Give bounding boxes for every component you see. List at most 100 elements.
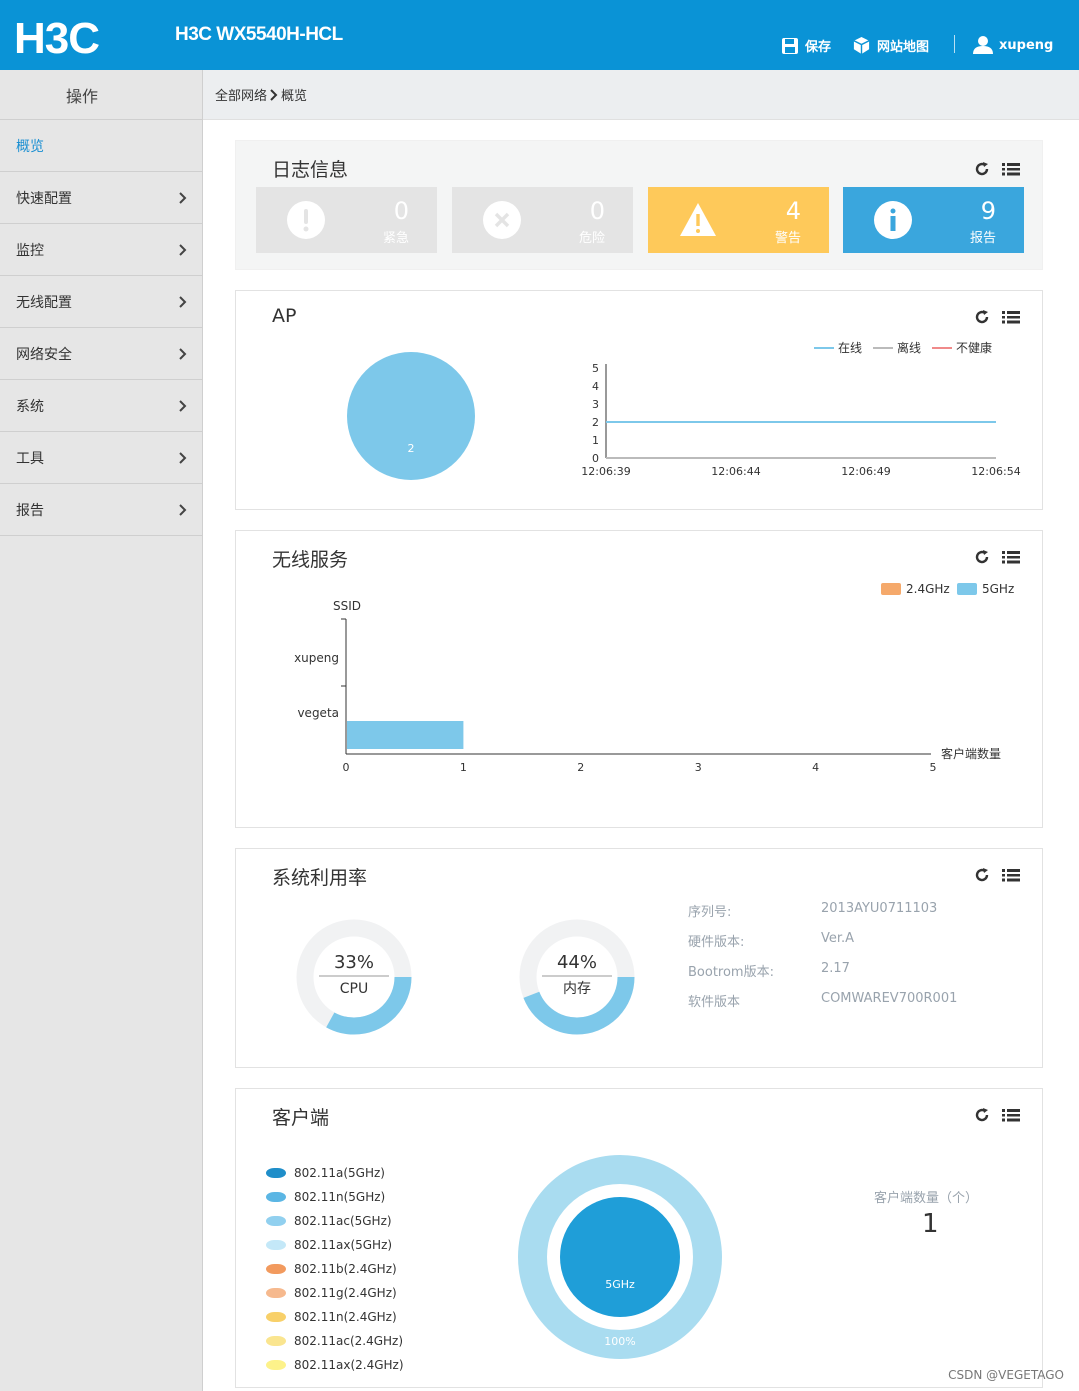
info-key: 软件版本 — [688, 995, 741, 1010]
client-legend-item[interactable]: 802.11b(2.4GHz) — [266, 1257, 404, 1281]
legend-label: 802.11ax(2.4GHz) — [294, 1358, 404, 1372]
refresh-icon[interactable] — [974, 161, 990, 177]
client-legend-item[interactable]: 802.11ac(5GHz) — [266, 1209, 404, 1233]
system-usage-panel: 系统利用率 33% CPU 44% 内存 序列号: 2013AYU0711103 硬件版… — [235, 848, 1043, 1068]
sitemap-button[interactable]: 网站地图 — [852, 36, 929, 55]
info-icon — [874, 201, 912, 239]
chevron-right-icon — [179, 503, 187, 516]
y-axis-label: SSID — [333, 599, 361, 613]
refresh-icon[interactable] — [974, 309, 990, 325]
refresh-icon[interactable] — [974, 549, 990, 565]
list-icon[interactable] — [1002, 310, 1020, 324]
legend-swatch — [266, 1168, 286, 1178]
sidebar-item[interactable]: 报告 — [0, 484, 202, 536]
ap-panel: AP 2 0 1 2 3 4 5 12:06:39 12:06:44 12:06:49 12:06… — [235, 290, 1043, 510]
refresh-icon[interactable] — [974, 867, 990, 883]
client-legend-item[interactable]: 802.11a(5GHz) — [266, 1161, 404, 1185]
refresh-icon[interactable] — [974, 1107, 990, 1123]
list-icon[interactable] — [1002, 1108, 1020, 1122]
legend-label: 802.11n(5GHz) — [294, 1190, 386, 1204]
sidebar-item[interactable]: 系统 — [0, 380, 202, 432]
exclamation-icon — [287, 201, 325, 239]
sidebar-item[interactable]: 快速配置 — [0, 172, 202, 224]
sidebar-item[interactable]: 监控 — [0, 224, 202, 276]
legend-swatch — [266, 1336, 286, 1346]
sidebar-item-label: 报告 — [16, 502, 44, 519]
log-card-危险[interactable]: 0 危险 — [452, 187, 633, 253]
sidebar-item[interactable]: 网络安全 — [0, 328, 202, 380]
ap-pie-chart: 2 — [347, 352, 475, 480]
save-icon — [782, 37, 798, 54]
client-count: 1 — [922, 1209, 939, 1239]
gauge-label: CPU — [340, 981, 368, 997]
x-tick-label: 5 — [930, 761, 937, 774]
x-tick-label: 12:06:49 — [841, 465, 890, 478]
client-legend-item[interactable]: 802.11ax(5GHz) — [266, 1233, 404, 1257]
client-legend-item[interactable]: 802.11n(5GHz) — [266, 1185, 404, 1209]
sidebar-item-label: 监控 — [16, 242, 44, 259]
legend-swatch — [266, 1312, 286, 1322]
bar-vegeta-5GHz — [347, 721, 464, 749]
gauge-percent: 33% — [334, 952, 374, 973]
log-panel-title: 日志信息 — [272, 159, 349, 181]
ap-panel-title: AP — [272, 305, 297, 327]
legend-swatch — [266, 1240, 286, 1250]
log-count: 9 — [980, 197, 996, 225]
info-row: 软件版本 COMWAREV700R001 — [688, 991, 957, 1021]
user-icon — [973, 36, 993, 54]
list-icon[interactable] — [1002, 868, 1020, 882]
memory-gauge: 44% 内存 — [519, 919, 635, 1035]
sidebar-item-label: 无线配置 — [16, 294, 72, 311]
legend-label: 2.4GHz — [906, 582, 950, 596]
client-legend-item[interactable]: 802.11ac(2.4GHz) — [266, 1329, 404, 1353]
legend-label: 802.11ac(5GHz) — [294, 1214, 392, 1228]
list-icon[interactable] — [1002, 550, 1020, 564]
log-card-紧急[interactable]: 0 紧急 — [256, 187, 437, 253]
sidebar-item[interactable]: 工具 — [0, 432, 202, 484]
y-tick-label: 3 — [592, 398, 599, 411]
svg-text:H3C: H3C — [14, 18, 99, 58]
sidebar-item[interactable]: 无线配置 — [0, 276, 202, 328]
pie-label: 2 — [408, 442, 415, 455]
panel-toolbar — [974, 1107, 1020, 1123]
client-legend-item[interactable]: 802.11g(2.4GHz) — [266, 1281, 404, 1305]
info-value: 2.17 — [821, 961, 850, 976]
gauge-percent: 44% — [557, 952, 597, 973]
save-label: 保存 — [805, 40, 832, 55]
list-icon[interactable] — [1002, 162, 1020, 176]
breadcrumb-parent[interactable]: 全部网络 — [215, 89, 268, 104]
legend-swatch — [957, 583, 977, 595]
h3c-logo: H3C — [14, 18, 100, 58]
sidebar-item-label: 概览 — [16, 138, 44, 155]
y-tick-label: 1 — [592, 434, 599, 447]
x-tick-label: 2 — [577, 761, 584, 774]
legend-label: 802.11g(2.4GHz) — [294, 1286, 397, 1300]
info-key: Bootrom版本: — [688, 965, 774, 980]
log-card-报告[interactable]: 9 报告 — [843, 187, 1024, 253]
legend-label: 802.11b(2.4GHz) — [294, 1262, 397, 1276]
client-legend-item[interactable]: 802.11n(2.4GHz) — [266, 1305, 404, 1329]
legend-label: 5GHz — [982, 582, 1014, 596]
x-tick-label: 4 — [812, 761, 819, 774]
legend-label: 802.11ac(2.4GHz) — [294, 1334, 404, 1348]
info-row: 硬件版本: Ver.A — [688, 931, 957, 961]
breadcrumb: 全部网络 概览 — [203, 70, 1079, 120]
log-count: 0 — [589, 197, 605, 225]
user-menu[interactable]: xupeng — [973, 36, 1053, 54]
save-button[interactable]: 保存 — [781, 36, 831, 55]
log-label: 危险 — [578, 231, 605, 246]
sidebar-item[interactable]: 概览 — [0, 120, 202, 172]
y-tick-label: 0 — [592, 452, 599, 465]
sidebar-item-label: 系统 — [16, 398, 44, 415]
legend-swatch — [266, 1288, 286, 1298]
log-label: 警告 — [774, 231, 801, 246]
client-legend-item[interactable]: 802.11ax(2.4GHz) — [266, 1353, 404, 1377]
log-card-警告[interactable]: 4 警告 — [648, 187, 829, 253]
legend-swatch — [266, 1264, 286, 1274]
panel-toolbar — [974, 867, 1020, 883]
category-label: vegeta — [297, 706, 339, 720]
info-key: 序列号: — [688, 905, 732, 920]
legend-label: 802.11n(2.4GHz) — [294, 1310, 397, 1324]
username: xupeng — [999, 37, 1054, 53]
log-panel: 日志信息 0 紧急 0 危险 4 警告 9 报告 — [235, 140, 1043, 270]
